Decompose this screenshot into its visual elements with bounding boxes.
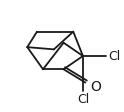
Text: O: O [90, 80, 101, 94]
Text: Cl: Cl [77, 93, 89, 106]
Text: Cl: Cl [108, 50, 121, 62]
